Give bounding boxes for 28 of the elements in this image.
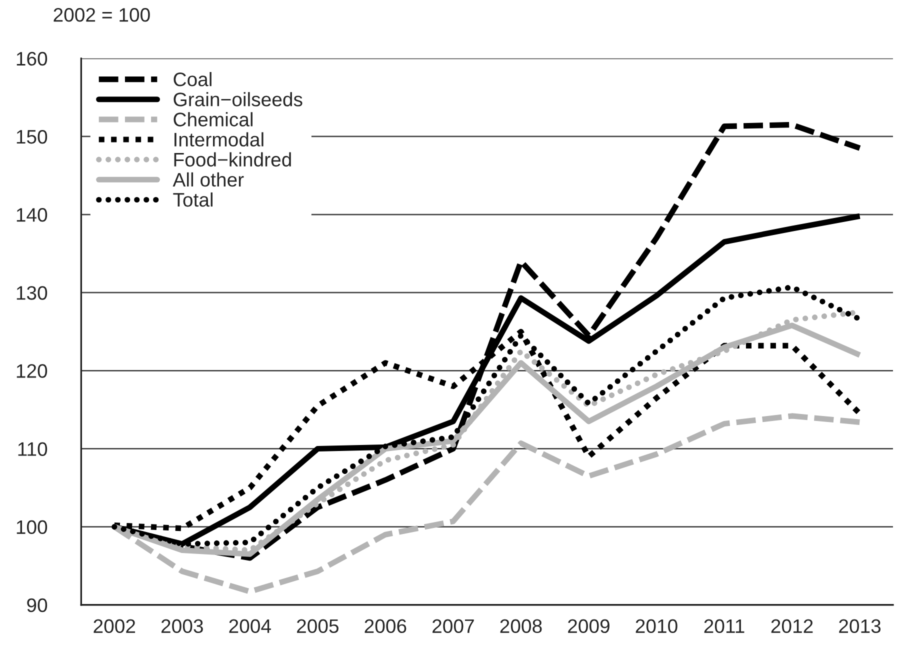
- x-tick-label: 2004: [229, 619, 271, 634]
- y-tick-label: 130: [16, 286, 48, 300]
- x-tick-label: 2011: [704, 619, 744, 634]
- y-axis-title: 2002 = 100: [54, 8, 150, 22]
- x-tick-label: 2007: [432, 619, 474, 634]
- x-tick-label: 2008: [500, 619, 542, 634]
- y-tick-label: 90: [27, 598, 48, 612]
- x-tick-label: 2012: [771, 619, 813, 634]
- x-tick-label: 2010: [636, 619, 678, 634]
- legend-label: Grain−oilseeds: [174, 92, 302, 106]
- legend-label: Intermodal: [174, 132, 264, 147]
- x-tick-label: 2003: [162, 619, 203, 634]
- y-tick-label: 110: [18, 442, 48, 456]
- y-tick-label: 140: [16, 208, 48, 222]
- x-tick-label: 2009: [568, 619, 610, 634]
- y-tick-label: 120: [16, 364, 48, 378]
- x-tick-label: 2005: [297, 619, 338, 634]
- legend-label: Total: [173, 192, 213, 207]
- legend-label: Chemical: [174, 112, 252, 126]
- x-tick-label: 2013: [839, 619, 881, 634]
- y-tick-label: 160: [16, 52, 48, 66]
- x-tick-label: 2006: [364, 619, 406, 634]
- y-tick-label: 100: [16, 520, 48, 534]
- x-tick-label: 2002: [94, 619, 136, 634]
- legend-label: All other: [172, 172, 244, 187]
- legend-label: Coal: [174, 72, 212, 86]
- y-tick-label: 150: [16, 130, 48, 144]
- legend-label: Food−kindred: [174, 152, 291, 167]
